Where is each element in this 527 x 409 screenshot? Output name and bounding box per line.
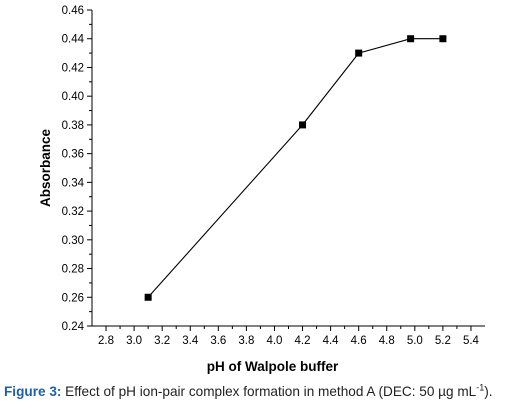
x-tick-label: 3.6 [210, 335, 226, 347]
x-tick-label: 4.4 [323, 335, 340, 347]
x-tick-label: 5.2 [435, 335, 451, 347]
y-tick-label: 0.44 [62, 34, 85, 46]
y-tick-label: 0.26 [62, 292, 84, 304]
caption-superscript: -1 [476, 382, 485, 393]
x-tick-label: 2.8 [98, 335, 114, 347]
y-tick-label: 0.42 [62, 62, 84, 74]
x-tick-label: 4.0 [266, 335, 282, 347]
caption-tail: ). [484, 384, 493, 399]
data-point-marker [439, 35, 447, 43]
data-point-marker [355, 49, 363, 57]
figure-caption: Figure 3: Effect of pH ion-pair complex … [4, 383, 523, 401]
series-layer [144, 35, 447, 301]
x-tick-label: 4.2 [295, 335, 311, 347]
data-point-marker [299, 121, 307, 129]
y-tick-label: 0.24 [62, 321, 85, 333]
x-axis-label: pH of Walpole buffer [207, 359, 339, 374]
x-tick-label: 3.4 [182, 335, 199, 347]
x-tick-label: 4.8 [379, 335, 395, 347]
y-tick-label: 0.38 [62, 120, 84, 132]
y-tick-label: 0.30 [62, 235, 84, 247]
x-tick-label: 5.4 [463, 335, 480, 347]
y-axis-label: Absorbance [38, 129, 53, 208]
data-point-marker [407, 35, 415, 43]
series-line [147, 38, 443, 298]
x-tick-label: 4.6 [351, 335, 367, 347]
y-tick-label: 0.32 [62, 206, 84, 218]
x-axis-ticks: 2.8 3.0 3.2 3.4 3.6 3.8 4.0 4.2 4.4 4.6 4.8 5.0 5.2 5… [98, 326, 480, 347]
x-tick-label: 3.0 [126, 335, 142, 347]
x-tick-label: 3.2 [154, 335, 170, 347]
y-axis-ticks: 0.24 0.26 0.28 0.30 0.32 0.34 0.36 0.38 0.40 0.42… [62, 5, 92, 333]
y-tick-label: 0.40 [62, 91, 84, 103]
y-tick-label: 0.28 [62, 264, 84, 276]
y-tick-label: 0.46 [62, 5, 84, 17]
x-tick-label: 5.0 [407, 335, 423, 347]
caption-figure-number: Figure 3: [4, 384, 62, 399]
caption-text: Effect of pH ion-pair complex formation … [61, 384, 477, 399]
y-tick-label: 0.36 [62, 149, 84, 161]
data-point-marker [144, 293, 152, 301]
y-tick-label: 0.34 [62, 177, 85, 189]
x-tick-label: 3.8 [238, 335, 254, 347]
absorbance-vs-ph-chart: 0.24 0.26 0.28 0.30 0.32 0.34 0.36 0.38 0.40 0.42… [38, 5, 485, 374]
